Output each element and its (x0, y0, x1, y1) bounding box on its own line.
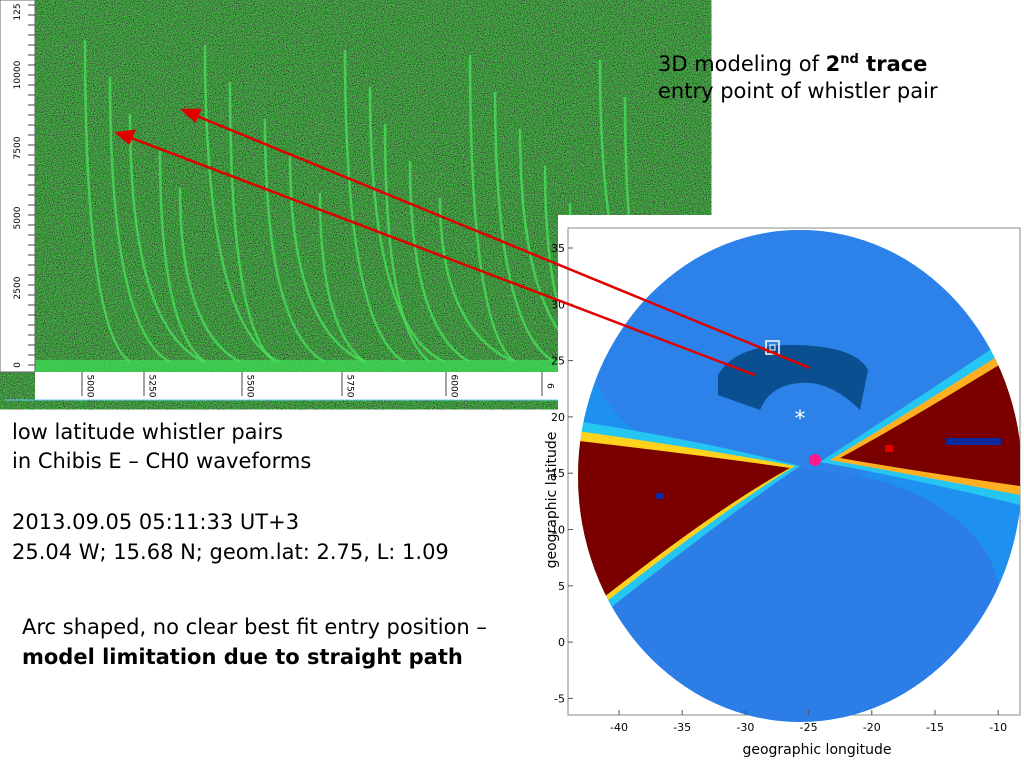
desc-line2: in Chibis E – CH0 waveforms (12, 449, 312, 473)
whistler (343, 49, 406, 364)
trace-marker (765, 340, 780, 355)
x-tick-label: -20 (863, 721, 881, 734)
y-strip (0, 0, 36, 373)
heading-line1: 3D modeling of 2nd trace (658, 45, 927, 79)
whistler (178, 187, 241, 364)
whistler (83, 39, 131, 364)
y-tick-label: 7500 (13, 136, 23, 159)
note-line2: model limitation due to straight path (22, 645, 463, 669)
x-tick-label: 5250 (147, 375, 157, 398)
x-tick-label: -40 (610, 721, 628, 734)
whistler (438, 197, 516, 364)
spectrogram-noise (35, 0, 650, 372)
y-tick-label: 10000 (13, 60, 23, 89)
whistler (408, 160, 471, 364)
whistler (383, 123, 431, 364)
trace-marker-inner (769, 344, 776, 351)
heading-bold-tail: trace (858, 52, 928, 76)
arrow-head (113, 129, 136, 146)
y-tick-label: 20 (551, 411, 565, 424)
y-tick-label: 125 (13, 3, 23, 20)
desc-datetime: 2013.09.05 05:11:33 UT+3 (12, 510, 300, 534)
whistler (263, 118, 326, 364)
y-tick-label: 5000 (13, 206, 23, 229)
x-tick-label: 6000 (449, 375, 459, 398)
y-tick-label: 35 (551, 242, 565, 255)
y-tick-label: -5 (554, 692, 565, 705)
whistler-traces (83, 39, 650, 364)
x-axis-label: geographic longitude (742, 742, 891, 758)
whistler (128, 113, 206, 364)
x-tick-label: -35 (673, 721, 691, 734)
desc-location: 25.04 W; 15.68 N; geom.lat: 2.75, L: 1.0… (12, 540, 449, 564)
arrow-line (125, 134, 756, 377)
heading-sup: nd (840, 52, 859, 67)
x-tick-label: -30 (736, 721, 754, 734)
whistler (108, 76, 171, 364)
whistler (288, 155, 366, 364)
whistler (493, 91, 556, 364)
whistler (228, 81, 276, 364)
y-tick-label: 25 (551, 355, 565, 368)
x-tick-label: 5500 (245, 375, 255, 398)
y-tick-label: 5 (558, 580, 565, 593)
arrow-head (179, 108, 202, 124)
whistler (318, 192, 366, 364)
y-axis-label: geographic latitude (544, 432, 560, 569)
y-tick-label: 15 (551, 467, 565, 480)
y-tick-label: 0 (558, 636, 565, 649)
whistler (368, 86, 446, 364)
arrow-line (191, 112, 811, 370)
center-marker: * (795, 407, 806, 432)
whistler (468, 54, 516, 364)
desc-line1: low latitude whistler pairs (12, 420, 283, 444)
heading-bold: 2 (825, 52, 841, 76)
x-tick-label: -15 (926, 721, 944, 734)
x-tick-label: 6 (545, 383, 555, 389)
y-tick-label: 2500 (13, 276, 23, 299)
y-tick-label: 10 (551, 524, 565, 537)
x-tick-label: 5000 (85, 375, 95, 398)
heading-line2: entry point of whistler pair (658, 79, 938, 103)
heading-prefix: 3D modeling of (658, 52, 826, 76)
note-line1: Arc shaped, no clear best fit entry posi… (22, 615, 487, 639)
spectrogram-axes: 0 2500 5000 7500 10000 125 5000 5250 5500 5750 600… (13, 3, 555, 397)
low-band (35, 360, 650, 372)
x-tick-label: -25 (800, 721, 818, 734)
x-tick-label: 5750 (345, 375, 355, 398)
x-tick-label: -10 (989, 721, 1007, 734)
whistler (158, 150, 206, 364)
globe (578, 230, 1020, 722)
arrows (113, 108, 811, 377)
y-tick-label: 0 (13, 362, 23, 368)
whistler (203, 44, 281, 364)
